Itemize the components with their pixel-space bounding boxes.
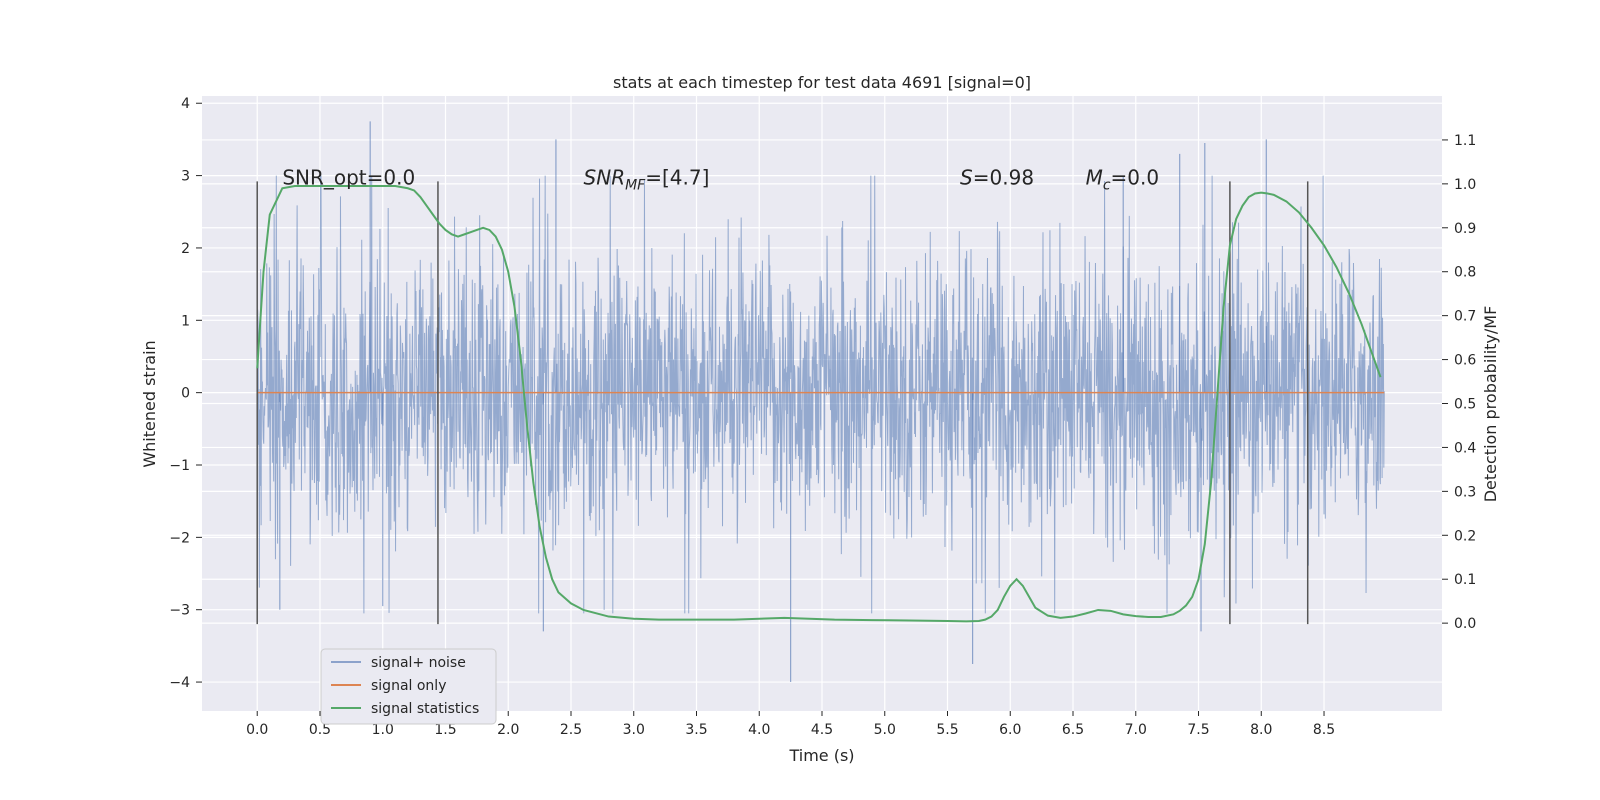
x-tick-label: 5.5 [936, 722, 958, 738]
x-tick-label: 3.5 [685, 722, 707, 738]
x-tick-label: 6.5 [1062, 722, 1084, 738]
y-axis-right-label: Detection probability/MF [1481, 306, 1500, 503]
y-axis-label: Whitened strain [140, 340, 159, 467]
x-tick-label: 4.5 [811, 722, 833, 738]
annotation-3: S=0.98 [960, 165, 1034, 189]
y-right-tick-label: 0.6 [1454, 353, 1476, 369]
annotation-1: SNR_opt=0.0 [282, 165, 415, 189]
y-right-tick-label: 0.5 [1454, 397, 1476, 413]
y-tick-label: −3 [169, 603, 190, 619]
annotations: SNR_opt=0.0 SNRMF=[4.7] S=0.98 Mc=0.0 [282, 165, 1159, 193]
x-tick-label: 0.0 [246, 722, 268, 738]
y-tick-label: 1 [181, 313, 190, 329]
x-tick-label: 7.5 [1187, 722, 1209, 738]
y-tick-label: 0 [181, 386, 190, 402]
x-tick-label: 2.0 [497, 722, 519, 738]
x-tick-label: 2.5 [560, 722, 582, 738]
x-axis: 0.0 0.5 1.0 1.5 2.0 2.5 3.0 3.5 4.0 4.5 5.0 5.5 6.0 6… [246, 711, 1335, 738]
y-axis-left: −4 −3 −2 −1 0 1 2 3 4 [169, 96, 202, 691]
legend-box [320, 648, 497, 725]
x-tick-label: 1.5 [434, 722, 456, 738]
y-tick-label: 4 [181, 96, 190, 112]
y-right-tick-label: 0.0 [1454, 616, 1476, 632]
y-right-tick-label: 1.1 [1454, 133, 1476, 149]
x-tick-label: 3.0 [623, 722, 645, 738]
y-tick-label: 2 [181, 241, 190, 257]
y-right-tick-label: 1.0 [1454, 177, 1476, 193]
annotation-2: SNRMF=[4.7] [584, 165, 710, 193]
x-tick-label: 6.0 [999, 722, 1021, 738]
legend-label-statistics: signal statistics [371, 701, 479, 717]
vertical-markers [256, 181, 1309, 625]
y-right-tick-label: 0.3 [1454, 484, 1476, 500]
x-tick-label: 8.5 [1313, 722, 1335, 738]
legend: signal+ noise signal only signal statist… [320, 648, 497, 725]
y-right-tick-label: 0.1 [1454, 572, 1476, 588]
statistics-series [256, 185, 1382, 623]
noise-trace [256, 175, 1385, 614]
y-right-tick-label: 0.4 [1454, 440, 1476, 456]
noise-series [256, 121, 1385, 683]
y-tick-label: 3 [181, 169, 190, 185]
y-tick-label: −2 [169, 530, 190, 546]
statistics-curve [256, 185, 1382, 623]
annotation-4: Mc=0.0 [1086, 165, 1160, 193]
x-tick-label: 5.0 [874, 722, 896, 738]
legend-label-signal-only: signal only [371, 678, 446, 694]
x-tick-label: 7.0 [1125, 722, 1147, 738]
y-right-tick-label: 0.8 [1454, 265, 1476, 281]
grid [202, 96, 1442, 711]
y-axis-right: 0.0 0.1 0.2 0.3 0.4 0.5 0.6 0.7 0.8 0.9 1.0 1.1 [1442, 133, 1476, 632]
x-tick-label: 8.0 [1250, 722, 1272, 738]
x-tick-label: 0.5 [309, 722, 331, 738]
y-tick-label: −4 [169, 675, 190, 691]
chart-title: stats at each timestep for test data 469… [613, 73, 1031, 92]
y-right-tick-label: 0.7 [1454, 309, 1476, 325]
legend-label-noise: signal+ noise [371, 655, 466, 671]
y-tick-label: −1 [169, 458, 190, 474]
y-right-tick-label: 0.9 [1454, 221, 1476, 237]
x-axis-label: Time (s) [788, 746, 854, 765]
y-right-tick-label: 0.2 [1454, 528, 1476, 544]
x-tick-label: 4.0 [748, 722, 770, 738]
x-tick-label: 1.0 [372, 722, 394, 738]
